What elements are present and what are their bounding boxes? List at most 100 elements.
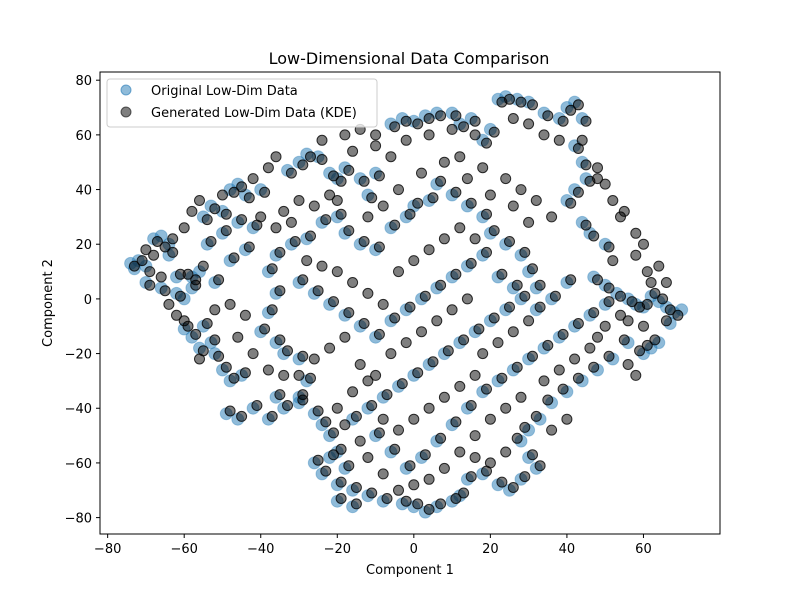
scatter-point (538, 129, 550, 141)
plot-frame (99, 71, 721, 535)
scatter-point (565, 104, 577, 116)
scatter-point (561, 413, 573, 425)
x-tick-label: 60 (635, 542, 652, 557)
scatter-point (178, 315, 190, 327)
scatter-point (454, 380, 466, 392)
scatter-point (228, 186, 240, 198)
scatter-point (412, 498, 424, 510)
scatter-point (649, 334, 661, 346)
scatter-point (565, 197, 577, 209)
scatter-point (228, 252, 240, 264)
scatter-point (408, 479, 420, 491)
scatter-point (270, 222, 282, 234)
scatter-point (519, 471, 531, 483)
scatter-point (354, 359, 366, 370)
scatter-point (247, 173, 259, 185)
scatter-point (465, 471, 477, 483)
scatter-point (664, 304, 676, 316)
scatter-point (174, 268, 186, 280)
scatter-point (500, 446, 512, 458)
scatter-point (312, 405, 324, 417)
scatter-point (335, 443, 347, 455)
scatter-point (362, 211, 374, 223)
scatter-point (400, 134, 412, 146)
scatter-point (224, 298, 236, 310)
scatter-point (484, 457, 496, 469)
scatter-point (151, 236, 163, 247)
scatter-point (362, 452, 374, 463)
scatter-point (557, 383, 569, 395)
scatter-point (301, 255, 313, 267)
x-tick-label: −20 (324, 542, 351, 557)
scatter-point (274, 246, 286, 258)
scatter-point (630, 249, 642, 261)
scatter-point (163, 298, 175, 310)
scatter-point (546, 211, 558, 223)
scatter-point (435, 432, 447, 444)
scatter-point (297, 274, 309, 286)
scatter-point (450, 493, 462, 504)
scatter-point (446, 123, 458, 135)
scatter-point (144, 266, 156, 278)
scatter-point (282, 345, 293, 357)
scatter-point (423, 503, 435, 515)
scatter-point (389, 312, 401, 324)
scatter-point (435, 279, 447, 291)
scatter-point (504, 301, 515, 313)
scatter-point (427, 192, 439, 204)
scatter-point (377, 468, 389, 480)
scatter-point (370, 369, 382, 381)
scatter-point (393, 484, 404, 496)
scatter-point (507, 482, 519, 493)
scatter-point (435, 498, 447, 510)
scatter-point (347, 277, 359, 288)
scatter-point (347, 386, 359, 398)
y-tick-label: 40 (75, 184, 92, 199)
scatter-point (343, 307, 355, 319)
scatter-point (565, 274, 577, 286)
scatter-point (438, 156, 450, 168)
series-layer (124, 90, 689, 519)
scatter-point (580, 159, 592, 171)
scatter-point (603, 350, 615, 362)
scatter-point (484, 189, 496, 201)
scatter-point (435, 175, 447, 187)
scatter-point (266, 304, 278, 316)
scatter-point (174, 290, 186, 302)
scatter-point (615, 211, 626, 223)
scatter-point (469, 452, 481, 463)
scatter-point (527, 99, 538, 111)
scatter-point (404, 208, 416, 220)
scatter-point (419, 449, 431, 461)
scatter-point (220, 361, 232, 373)
scatter-point (507, 326, 519, 338)
scatter-point (316, 134, 328, 146)
scatter-point (155, 271, 167, 283)
scatter-point (454, 222, 466, 234)
scatter-point (538, 375, 550, 387)
scatter-point (511, 432, 523, 444)
scatter-point (243, 192, 255, 204)
scatter-point (572, 186, 584, 198)
scatter-point (262, 162, 274, 174)
scatter-point (450, 268, 462, 280)
scatter-point (488, 126, 500, 138)
scatter-point (377, 413, 389, 425)
scatter-point (504, 93, 515, 105)
scatter-point (251, 400, 263, 411)
scatter-point (511, 279, 523, 291)
scatter-point (615, 309, 626, 321)
scatter-point (373, 427, 385, 439)
legend-label-generated: Generated Low-Dim Data (KDE) (151, 106, 357, 121)
scatter-point (408, 255, 420, 267)
scatter-point (584, 342, 596, 354)
scatter-point (190, 328, 202, 340)
scatter-point (358, 175, 370, 187)
scatter-point (672, 309, 684, 321)
scatter-point (458, 487, 470, 499)
scatter-point (572, 372, 584, 384)
scatter-point (557, 328, 569, 340)
scatter-point (128, 260, 140, 272)
scatter-point (481, 208, 492, 220)
